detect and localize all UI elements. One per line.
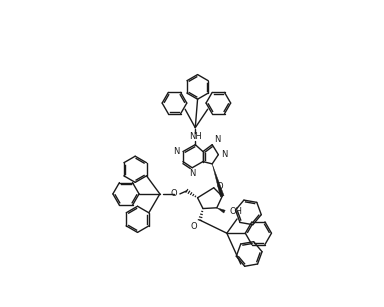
Text: N: N	[174, 147, 180, 156]
Polygon shape	[217, 208, 225, 213]
Text: O: O	[191, 222, 198, 231]
Text: N: N	[189, 169, 195, 178]
Text: O: O	[216, 182, 223, 192]
Text: OH: OH	[229, 207, 242, 216]
Text: NH: NH	[189, 132, 202, 142]
Text: N: N	[222, 150, 228, 159]
Text: N: N	[214, 135, 220, 144]
Polygon shape	[212, 164, 224, 197]
Text: O: O	[170, 189, 177, 198]
